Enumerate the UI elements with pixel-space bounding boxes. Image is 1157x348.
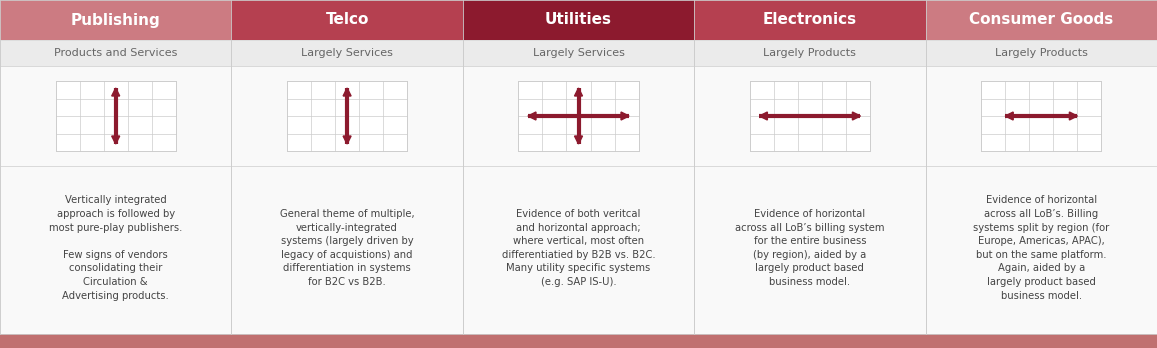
FancyArrow shape [528, 112, 536, 120]
Text: Largely Services: Largely Services [532, 48, 625, 58]
Bar [463, 166, 694, 334]
FancyArrow shape [759, 112, 767, 120]
Text: Telco: Telco [325, 13, 369, 27]
FancyArrow shape [1005, 112, 1014, 120]
Bar [926, 166, 1157, 334]
Bar [0, 66, 231, 166]
Bar [694, 40, 926, 66]
Bar [463, 0, 694, 40]
Text: Evidence of both veritcal
and horizontal approach;
where vertical, most often
di: Evidence of both veritcal and horizontal… [502, 209, 655, 287]
FancyArrow shape [112, 136, 119, 144]
Bar [694, 0, 926, 40]
Text: Largely Services: Largely Services [301, 48, 393, 58]
Bar [694, 66, 926, 166]
Bar [56, 81, 176, 151]
Text: Evidence of horizontal
across all LoB’s billing system
for the entire business
(: Evidence of horizontal across all LoB’s … [735, 209, 885, 287]
Text: Largely Products: Largely Products [764, 48, 856, 58]
FancyArrow shape [853, 112, 861, 120]
FancyArrow shape [1069, 112, 1077, 120]
Bar [0, 334, 1157, 348]
Bar [981, 81, 1101, 151]
FancyArrow shape [575, 88, 582, 96]
Text: Vertically integrated
approach is followed by
most pure-play publishers.

Few si: Vertically integrated approach is follow… [49, 195, 183, 301]
Bar [0, 0, 231, 40]
Bar [231, 166, 463, 334]
FancyArrow shape [112, 88, 119, 96]
Bar [694, 166, 926, 334]
Text: Products and Services: Products and Services [54, 48, 177, 58]
Text: Largely Products: Largely Products [995, 48, 1088, 58]
Bar [0, 40, 231, 66]
Text: Utilities: Utilities [545, 13, 612, 27]
Bar [0, 166, 231, 334]
Bar [287, 81, 407, 151]
FancyArrow shape [344, 136, 351, 144]
FancyArrow shape [621, 112, 629, 120]
Text: Consumer Goods: Consumer Goods [970, 13, 1113, 27]
FancyArrow shape [344, 88, 351, 96]
Text: Publishing: Publishing [71, 13, 161, 27]
Bar [926, 0, 1157, 40]
Text: General theme of multiple,
vertically-integrated
systems (largely driven by
lega: General theme of multiple, vertically-in… [280, 209, 414, 287]
Bar [231, 40, 463, 66]
Bar [750, 81, 870, 151]
Text: Evidence of horizontal
across all LoB’s. Billing
systems split by region (for
Eu: Evidence of horizontal across all LoB’s.… [973, 195, 1110, 301]
Bar [231, 0, 463, 40]
Bar [463, 40, 694, 66]
Bar [926, 40, 1157, 66]
Text: Electronics: Electronics [762, 13, 857, 27]
FancyArrow shape [575, 136, 582, 144]
Bar [926, 66, 1157, 166]
Bar [518, 81, 639, 151]
Bar [463, 66, 694, 166]
Bar [231, 66, 463, 166]
